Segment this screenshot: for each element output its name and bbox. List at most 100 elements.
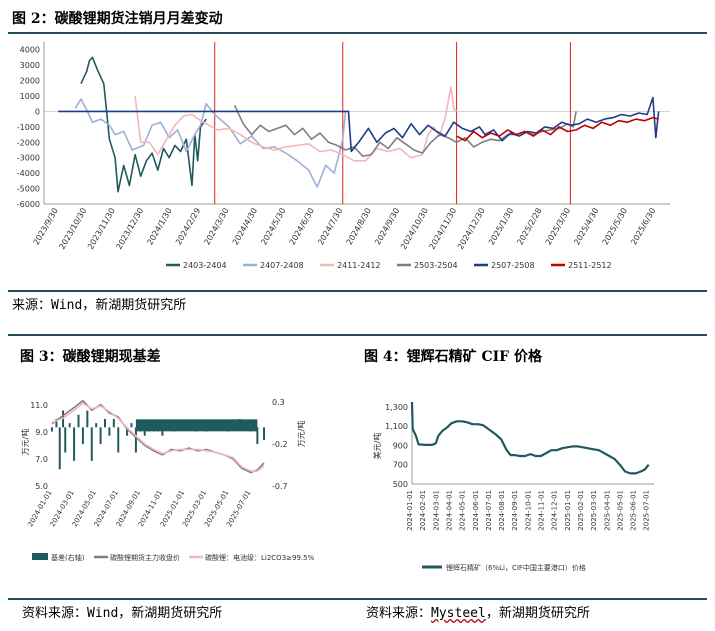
fig3-legend-label: 碳酸锂期货主力收盘价	[110, 553, 180, 562]
fig4-x-tick-label: 2024-08-01	[498, 490, 506, 531]
fig2-y-tick-label: 4000	[20, 46, 40, 55]
fig2-legend-label: 2503-2504	[414, 261, 458, 270]
fig3-left-tick-label: 7.0	[35, 455, 48, 464]
fig3-right-tick-label: -0.7	[272, 482, 288, 491]
fig2-y-tick-label: -4000	[17, 169, 40, 178]
fig4-x-tick-label: 2024-10-01	[524, 490, 532, 531]
fig2-x-tick-label: 2025/6/30	[629, 207, 657, 247]
fig4-source-prefix: 资料来源：	[366, 606, 432, 621]
fig3-price-line	[51, 399, 265, 474]
fig2-x-tick-label: 2024/10/30	[399, 207, 430, 251]
fig3-left-axis-label: 万元/吨	[20, 429, 30, 456]
fig2-y-tick-label: -5000	[17, 185, 40, 194]
fig4-x-tick-label: 2024-12-01	[551, 490, 559, 531]
fig4-x-tick-label: 2024-05-01	[459, 490, 467, 531]
fig3-right-tick-label: 0.3	[272, 398, 285, 407]
fig2-legend-label: 2407-2408	[260, 261, 304, 270]
fig2-x-tick-label: 2024/2/29	[174, 207, 202, 247]
fig4-price-line	[410, 401, 650, 475]
fig2-x-tick-label: 2024/11/30	[427, 207, 458, 251]
fig2-series-line	[134, 85, 458, 162]
fig2-series-line	[80, 56, 207, 193]
fig3-chart: 万元/吨 万元/吨11.09.07.05.00.3-0.2-0.72024-01-…	[20, 398, 315, 562]
fig2-series-line	[58, 96, 660, 153]
fig2-x-tick-label: 2024/1/30	[145, 207, 173, 247]
fig4-y-tick-label: 1,100	[385, 422, 408, 431]
fig4-x-tick-label: 2024-11-01	[538, 490, 546, 531]
fig3-basis-band	[135, 419, 258, 432]
fig2-x-tick-label: 2025/5/30	[601, 207, 629, 247]
fig2-y-tick-label: -6000	[17, 200, 40, 209]
fig2-series-line	[74, 98, 347, 188]
fig2-x-tick-label: 2024/3/30	[202, 206, 230, 246]
fig3-right-axis-label: 万元/吨	[296, 421, 306, 448]
fig2-title: 图 2：碳酸锂期货注销月月差变动	[12, 11, 223, 27]
fig2-x-tick-label: 2025/1/30	[487, 207, 515, 247]
fig4-x-tick-label: 2024-09-01	[511, 490, 519, 531]
fig2-x-tick-label: 2024/6/30	[288, 207, 316, 247]
fig2-y-tick-label: -3000	[17, 154, 40, 163]
fig2-y-tick-label: -2000	[17, 138, 40, 147]
fig2-chart: 4000 3000 2000 1000 0 -1000 -2000 -3000 -4000 -50…	[17, 42, 670, 270]
fig4-source-brand: Mysteel	[431, 606, 486, 621]
fig2-x-tick-label: 2025/4/30	[572, 207, 600, 247]
fig4-source-suffix: ，新湖期货研究所	[485, 606, 590, 621]
fig2-legend-label: 2511-2512	[568, 261, 612, 270]
fig2-x-tick-label: 2023/11/30	[86, 207, 117, 251]
fig4-y-tick-label: 500	[393, 480, 408, 489]
fig2-series-line	[456, 116, 659, 142]
fig2-y-tick-label: -1000	[17, 123, 40, 132]
fig4-x-tick-label: 2024-07-01	[485, 490, 493, 531]
fig4-x-tick-label: 2025-06-01	[630, 490, 638, 531]
fig2-legend-label: 2507-2508	[491, 261, 535, 270]
fig3-legend-label: 基差(右轴)	[51, 553, 85, 562]
fig3-source: 资料来源：Wind，新湖期货研究所	[22, 606, 223, 621]
fig4-y-tick-label: 1,300	[385, 403, 408, 412]
fig4-x-tick-label: 2025-02-01	[577, 490, 585, 531]
fig2-x-tick-label: 2025/3/30	[544, 207, 572, 247]
fig2-x-tick-label: 2024/12/30	[456, 206, 487, 250]
fig2-x-tick-label: 2023/9/30	[32, 207, 60, 247]
fig4-y-tick-label: 900	[393, 441, 408, 450]
fig4-x-tick-label: 2024-03-01	[432, 490, 440, 531]
fig4-x-tick-label: 2025-01-01	[564, 490, 572, 531]
fig2-y-tick-label: 3000	[20, 61, 40, 70]
fig4-x-tick-label: 2024-01-01	[406, 490, 414, 531]
fig2-x-tick-label: 2023/12/30	[114, 207, 145, 251]
fig4-legend-label: 锂辉石精矿（6%Li，CIF中国主要港口）价格	[446, 563, 586, 572]
fig2-x-tick-label: 2024/9/30	[373, 207, 401, 247]
fig2-x-tick-label: 2024/4/30	[231, 207, 259, 247]
fig3-right-tick-label: -0.2	[272, 440, 288, 449]
fig2-top-rule	[8, 32, 707, 34]
fig2-y-tick-label: 1000	[20, 92, 40, 101]
fig3-legend-swatch	[32, 553, 48, 560]
fig3-price-line	[51, 402, 265, 472]
fig2-source: 来源：Wind，新湖期货研究所	[12, 298, 187, 313]
fig4-x-tick-label: 2024-06-01	[472, 490, 480, 531]
fig4-source: 资料来源：Mysteel，新湖期货研究所	[366, 602, 590, 621]
fig4-x-tick-label: 2025-03-01	[590, 490, 598, 531]
fig2-y-tick-label: 2000	[20, 77, 40, 86]
fig4-x-tick-label: 2024-04-01	[445, 490, 453, 531]
fig3-title: 图 3：碳酸锂期现基差	[20, 349, 161, 365]
fig2-x-tick-label: 2024/5/30	[259, 207, 287, 247]
fig2-x-tick-label: 2023/10/30	[58, 207, 89, 251]
fig2-bottom-rule	[8, 290, 707, 292]
bottom-rule	[8, 598, 707, 600]
fig2-legend-label: 2403-2404	[183, 261, 227, 270]
fig3-left-tick-label: 9.0	[35, 428, 48, 437]
mid-rule	[8, 334, 707, 336]
fig2-y-tick-label: 0	[35, 107, 40, 116]
fig4-y-axis-label: 美元/吨	[372, 433, 382, 460]
fig2-x-tick-label: 2024/7/30	[316, 207, 344, 247]
fig4-title: 图 4：锂辉石精矿 CIF 价格	[364, 349, 542, 365]
fig4-y-tick-label: 700	[393, 461, 408, 470]
fig4-x-tick-label: 2025-07-01	[643, 490, 651, 531]
fig4-x-tick-label: 2025-05-01	[616, 490, 624, 531]
fig4-x-tick-label: 2024-02-01	[419, 490, 427, 531]
fig4-x-tick-label: 2025-04-01	[603, 490, 611, 531]
fig2-x-tick-label: 2024/8/30	[345, 207, 373, 247]
fig2-legend-label: 2411-2412	[337, 261, 381, 270]
fig3-left-tick-label: 11.0	[30, 401, 48, 410]
